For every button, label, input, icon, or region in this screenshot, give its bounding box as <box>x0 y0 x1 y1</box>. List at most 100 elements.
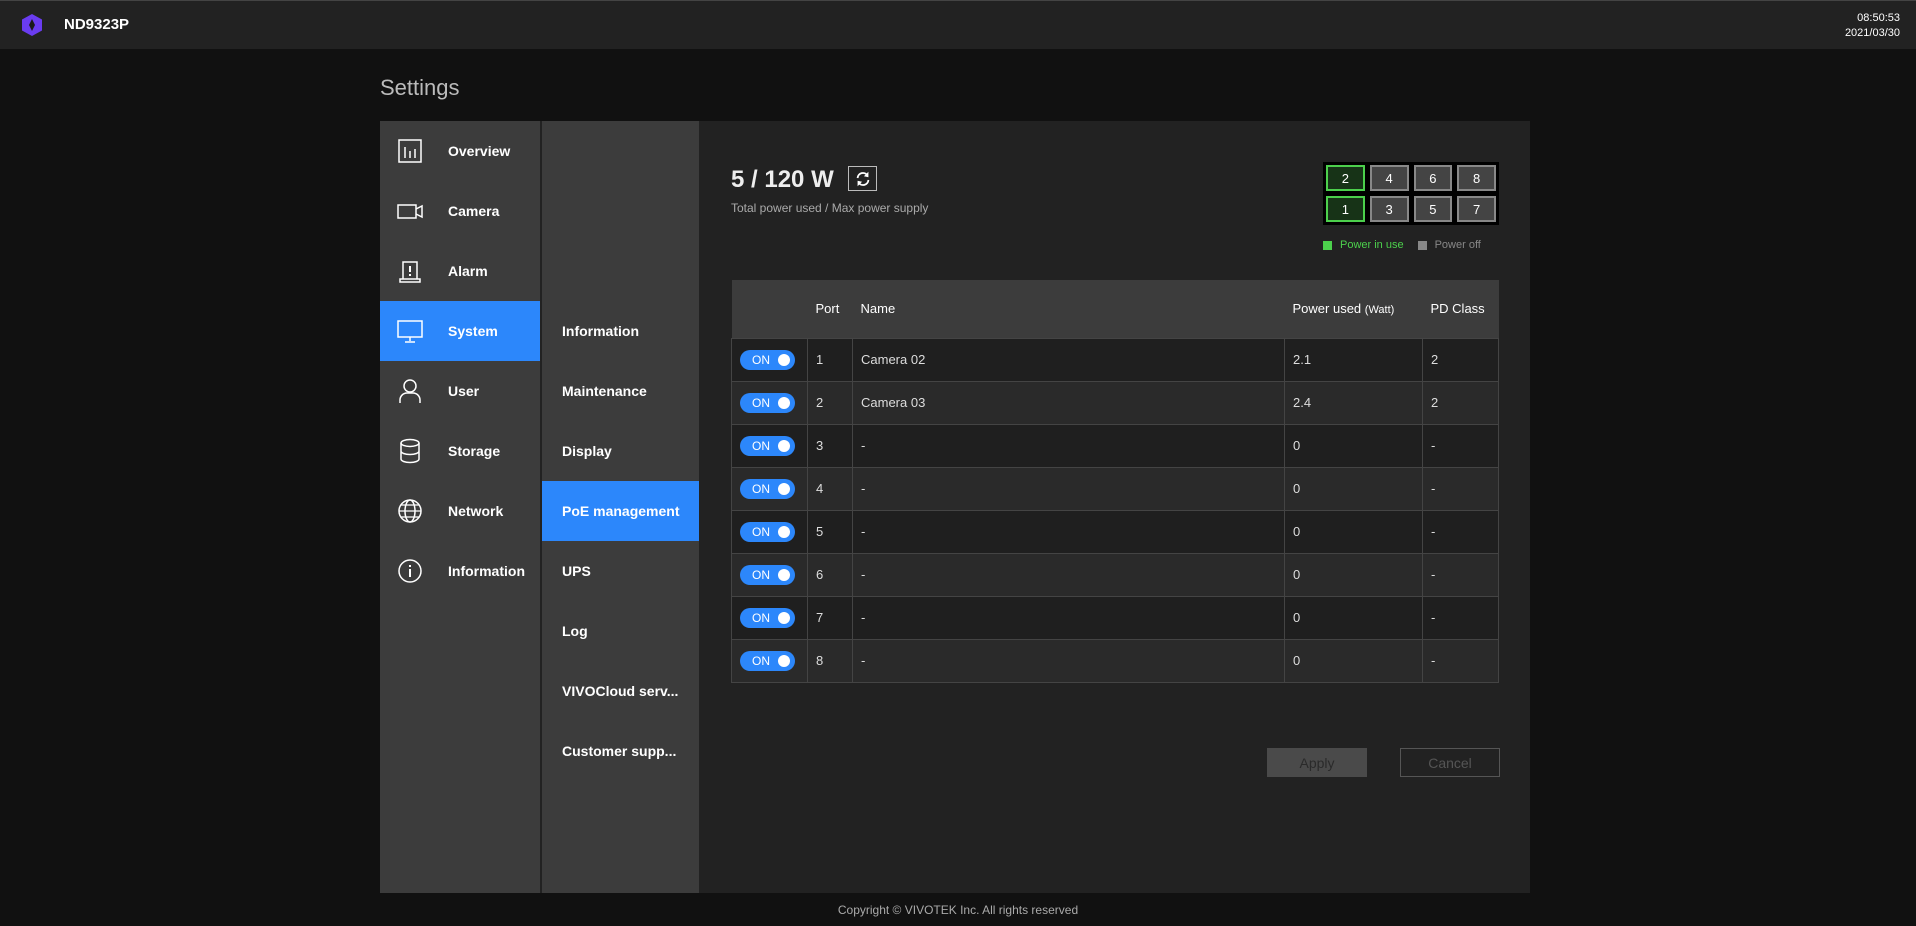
total-power-caption: Total power used / Max power supply <box>731 201 929 215</box>
port-cell: 7 <box>807 595 853 640</box>
port-power-toggle[interactable]: ON <box>740 607 795 628</box>
pd-class-cell: - <box>1422 595 1499 640</box>
sidebar-item-network[interactable]: Network <box>380 481 540 541</box>
submenu-item[interactable]: UPS <box>562 563 591 579</box>
pd-class-cell: 2 <box>1422 380 1499 425</box>
port-power-toggle[interactable]: ON <box>740 478 795 499</box>
name-cell: - <box>852 423 1285 468</box>
table-row: ON 2 Camera 03 2.4 2 <box>731 380 1499 425</box>
port-power-toggle[interactable]: ON <box>740 392 795 413</box>
sidebar-item-label: Network <box>448 503 504 519</box>
toggle-cell: ON <box>731 337 808 382</box>
refresh-icon <box>856 171 869 186</box>
port-6-indicator: 6 <box>1413 165 1453 191</box>
toggle-cell: ON <box>731 466 808 511</box>
camera-icon <box>397 204 423 219</box>
port-cell: 8 <box>807 638 853 683</box>
col-pd-class: PD Class <box>1422 280 1499 338</box>
submenu-item[interactable]: PoE management <box>542 481 699 541</box>
power-cell: 0 <box>1284 552 1423 597</box>
submenu-item[interactable]: Maintenance <box>562 383 647 399</box>
port-power-toggle[interactable]: ON <box>740 650 795 671</box>
table-row: ON 5-0- <box>731 509 1499 554</box>
logo-icon <box>22 14 42 36</box>
power-cell: 0 <box>1284 638 1423 683</box>
database-icon <box>400 438 420 464</box>
power-cell: 0 <box>1284 423 1423 468</box>
port-cell: 1 <box>807 337 853 382</box>
port-cell: 6 <box>807 552 853 597</box>
sidebar-item-information[interactable]: Information <box>380 541 540 601</box>
port-power-toggle[interactable]: ON <box>740 521 795 542</box>
power-cell: 0 <box>1284 466 1423 511</box>
submenu-item[interactable]: VIVOCloud serv... <box>562 683 679 699</box>
pd-class-cell: - <box>1422 423 1499 468</box>
total-power: 5 / 120 W <box>731 166 834 193</box>
submenu-item[interactable]: Display <box>562 443 612 459</box>
refresh-button[interactable] <box>848 166 877 191</box>
power-cell: 0 <box>1284 595 1423 640</box>
submenu-item[interactable]: Information <box>562 323 639 339</box>
name-cell: - <box>852 509 1285 554</box>
port-8-indicator: 8 <box>1457 165 1496 191</box>
col-port: Port <box>807 280 853 338</box>
toggle-knob <box>778 525 790 538</box>
info-icon <box>398 559 422 583</box>
port-power-toggle[interactable]: ON <box>740 435 795 456</box>
port-3-indicator: 3 <box>1369 196 1409 222</box>
port-power-toggle[interactable]: ON <box>740 349 795 370</box>
sidebar-item-label: System <box>448 323 498 339</box>
port-power-toggle[interactable]: ON <box>740 564 795 585</box>
pd-class-cell: - <box>1422 638 1499 683</box>
sidebar-item-label: Information <box>448 563 525 579</box>
name-cell: - <box>852 552 1285 597</box>
port-4-indicator: 4 <box>1369 165 1409 191</box>
submenu-item[interactable]: Log <box>562 623 588 639</box>
toggle-knob <box>778 439 790 452</box>
table-row: ON 1 Camera 02 2.1 2 <box>731 337 1499 382</box>
power-cell: 2.4 <box>1284 380 1423 425</box>
device-name: ND9323P <box>64 16 130 33</box>
clock: 08:50:53 2021/03/30 <box>1845 11 1900 41</box>
port-7-indicator: 7 <box>1457 196 1496 222</box>
toggle-cell: ON <box>731 638 808 683</box>
toggle-cell: ON <box>731 423 808 468</box>
sidebar-item-user[interactable]: User <box>380 361 540 421</box>
col-name: Name <box>852 280 1285 338</box>
sidebar-item-storage[interactable]: Storage <box>380 421 540 481</box>
sidebar-item-label: Alarm <box>448 263 488 279</box>
pd-class-cell: - <box>1422 509 1499 554</box>
toggle-knob <box>778 396 790 409</box>
submenu-item[interactable]: Customer supp... <box>562 743 677 759</box>
top-bar: ND9323P 08:50:53 2021/03/30 <box>0 0 1916 49</box>
sidebar-item-label: User <box>448 383 480 399</box>
port-cell: 2 <box>807 380 853 425</box>
power-cell: 2.1 <box>1284 337 1423 382</box>
table-row: ON 4-0- <box>731 466 1499 511</box>
toggle-cell: ON <box>731 509 808 554</box>
power-cell: 0 <box>1284 509 1423 554</box>
sidebar-item-alarm[interactable]: Alarm <box>380 241 540 301</box>
name-cell: - <box>852 466 1285 511</box>
sidebar-item-system[interactable]: System <box>380 301 540 361</box>
port-cell: 3 <box>807 423 853 468</box>
apply-button[interactable]: Apply <box>1267 748 1367 777</box>
col-toggle <box>731 280 808 338</box>
sidebar-item-label: Overview <box>448 143 511 159</box>
table-row: ON 3-0- <box>731 423 1499 468</box>
sidebar-item-overview[interactable]: Overview <box>380 121 540 181</box>
pd-class-cell: - <box>1422 466 1499 511</box>
sidebar: Overview Camera Alarm System User Storage Netw… <box>380 121 540 893</box>
footer-copyright: Copyright © VIVOTEK Inc. All rights rese… <box>837 903 1079 917</box>
toggle-knob <box>778 353 790 366</box>
sub-menu: Information Maintenance Display PoE managem… <box>542 121 699 893</box>
port-2-indicator: 2 <box>1326 165 1365 191</box>
poe-content: 5 / 120 W Total power used / Max power s… <box>700 121 1530 893</box>
toggle-knob <box>778 611 790 624</box>
legend: Power in use Power off <box>1323 239 1481 251</box>
port-5-indicator: 5 <box>1413 196 1453 222</box>
date: 2021/03/30 <box>1844 27 1900 39</box>
sidebar-item-camera[interactable]: Camera <box>380 181 540 241</box>
cancel-button[interactable]: Cancel <box>1400 748 1500 777</box>
table-row: ON 6-0- <box>731 552 1499 597</box>
